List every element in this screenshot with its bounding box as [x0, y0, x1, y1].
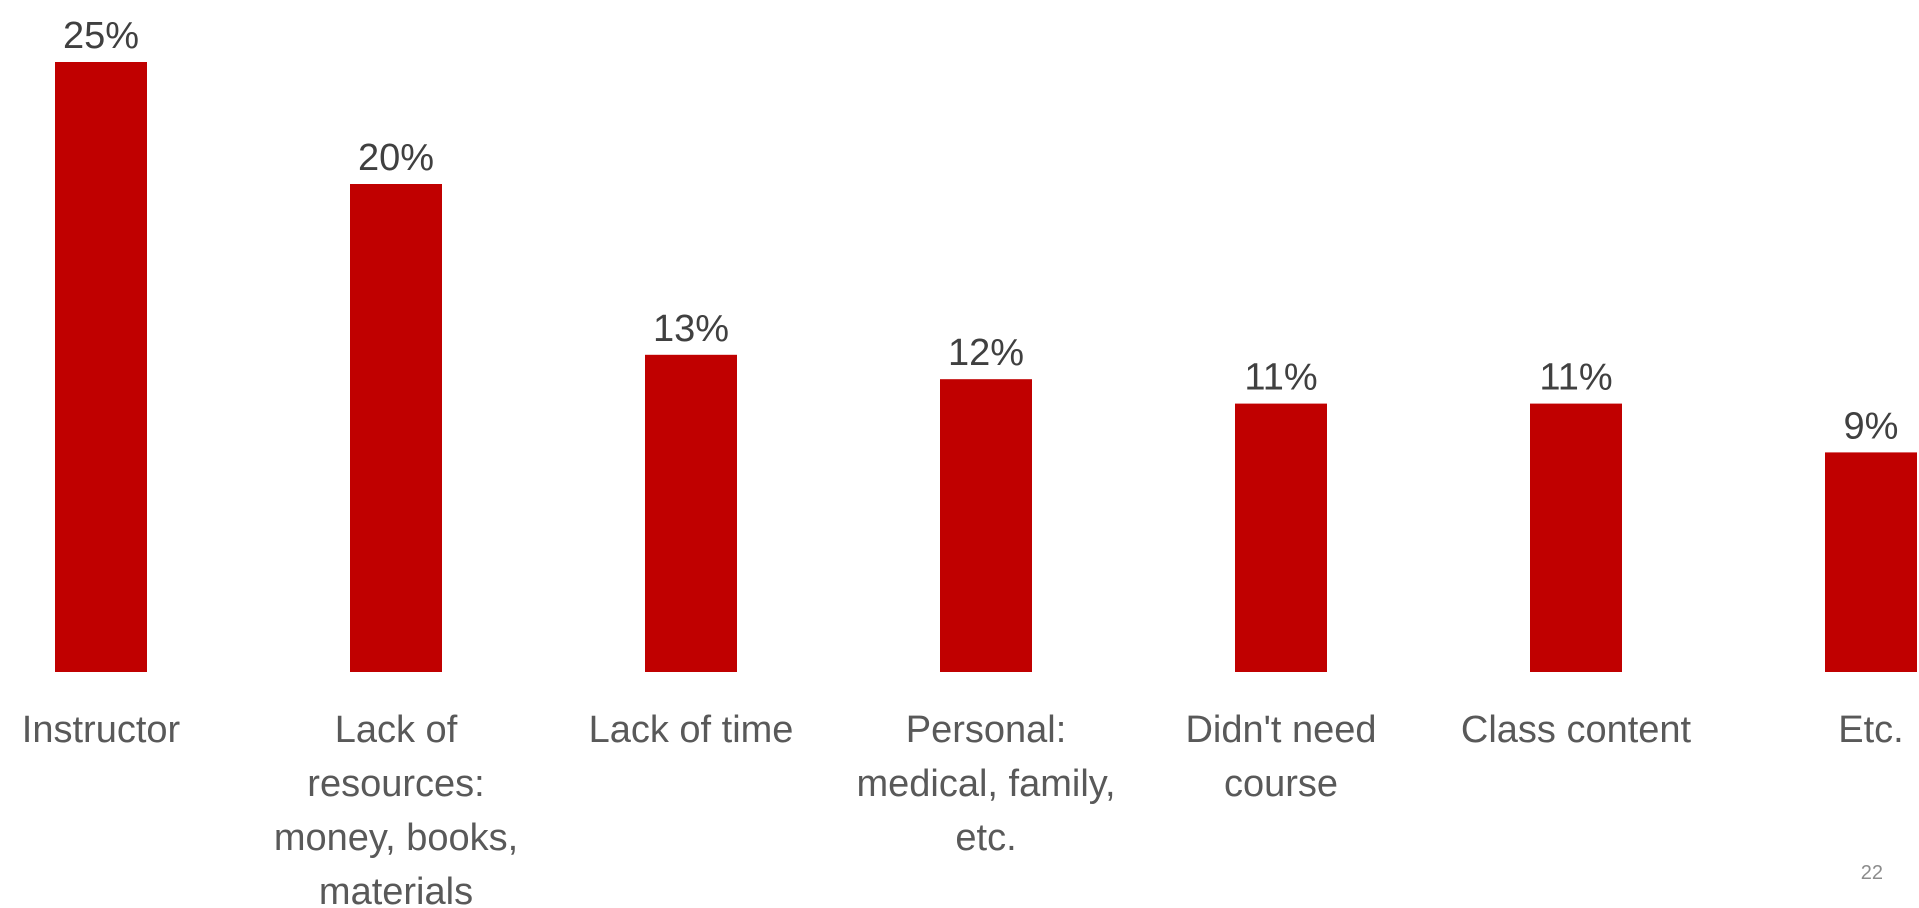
- data-label-3: 13%: [653, 308, 729, 350]
- category-label-line: course: [1224, 763, 1338, 805]
- category-label-3: Lack of time: [589, 709, 794, 751]
- bar-3: [645, 354, 737, 672]
- category-label-line: Lack of: [335, 709, 458, 751]
- data-label-6: 11%: [1539, 357, 1612, 399]
- data-label-4: 12%: [948, 332, 1024, 374]
- data-label-5: 11%: [1244, 357, 1317, 399]
- category-label-2: Lack of resources: money, books, materials: [274, 709, 518, 908]
- category-label-1: Instructor: [22, 709, 181, 751]
- bar-7: [1825, 452, 1917, 672]
- category-label-line: etc.: [955, 817, 1016, 859]
- category-label-6: Class content: [1461, 709, 1692, 751]
- bar-1: [55, 62, 147, 672]
- category-label-line: medical, family,: [856, 763, 1115, 805]
- data-label-1: 25%: [63, 15, 139, 57]
- data-label-7: 9%: [1844, 405, 1899, 447]
- category-label-line: Lack of time: [589, 709, 794, 751]
- category-label-line: Instructor: [22, 709, 181, 751]
- category-label-line: resources:: [307, 763, 484, 805]
- category-label-7: Etc.: [1838, 709, 1903, 751]
- category-label-line: Etc.: [1838, 709, 1903, 751]
- bar-6: [1530, 403, 1622, 672]
- category-label-line: money, books,: [274, 817, 518, 859]
- category-label-line: Class content: [1461, 709, 1692, 751]
- category-label-line: materials: [319, 871, 473, 908]
- category-label-line: Personal:: [906, 709, 1067, 751]
- data-label-2: 20%: [358, 137, 434, 179]
- bar-4: [940, 379, 1032, 672]
- category-label-5: Didn't need course: [1185, 709, 1376, 805]
- bar-2: [350, 184, 442, 672]
- slide-page-number: 22: [1860, 862, 1883, 884]
- category-label-line: Didn't need: [1185, 709, 1376, 751]
- bar-5: [1235, 403, 1327, 672]
- category-label-4: Personal: medical, family, etc.: [856, 709, 1115, 859]
